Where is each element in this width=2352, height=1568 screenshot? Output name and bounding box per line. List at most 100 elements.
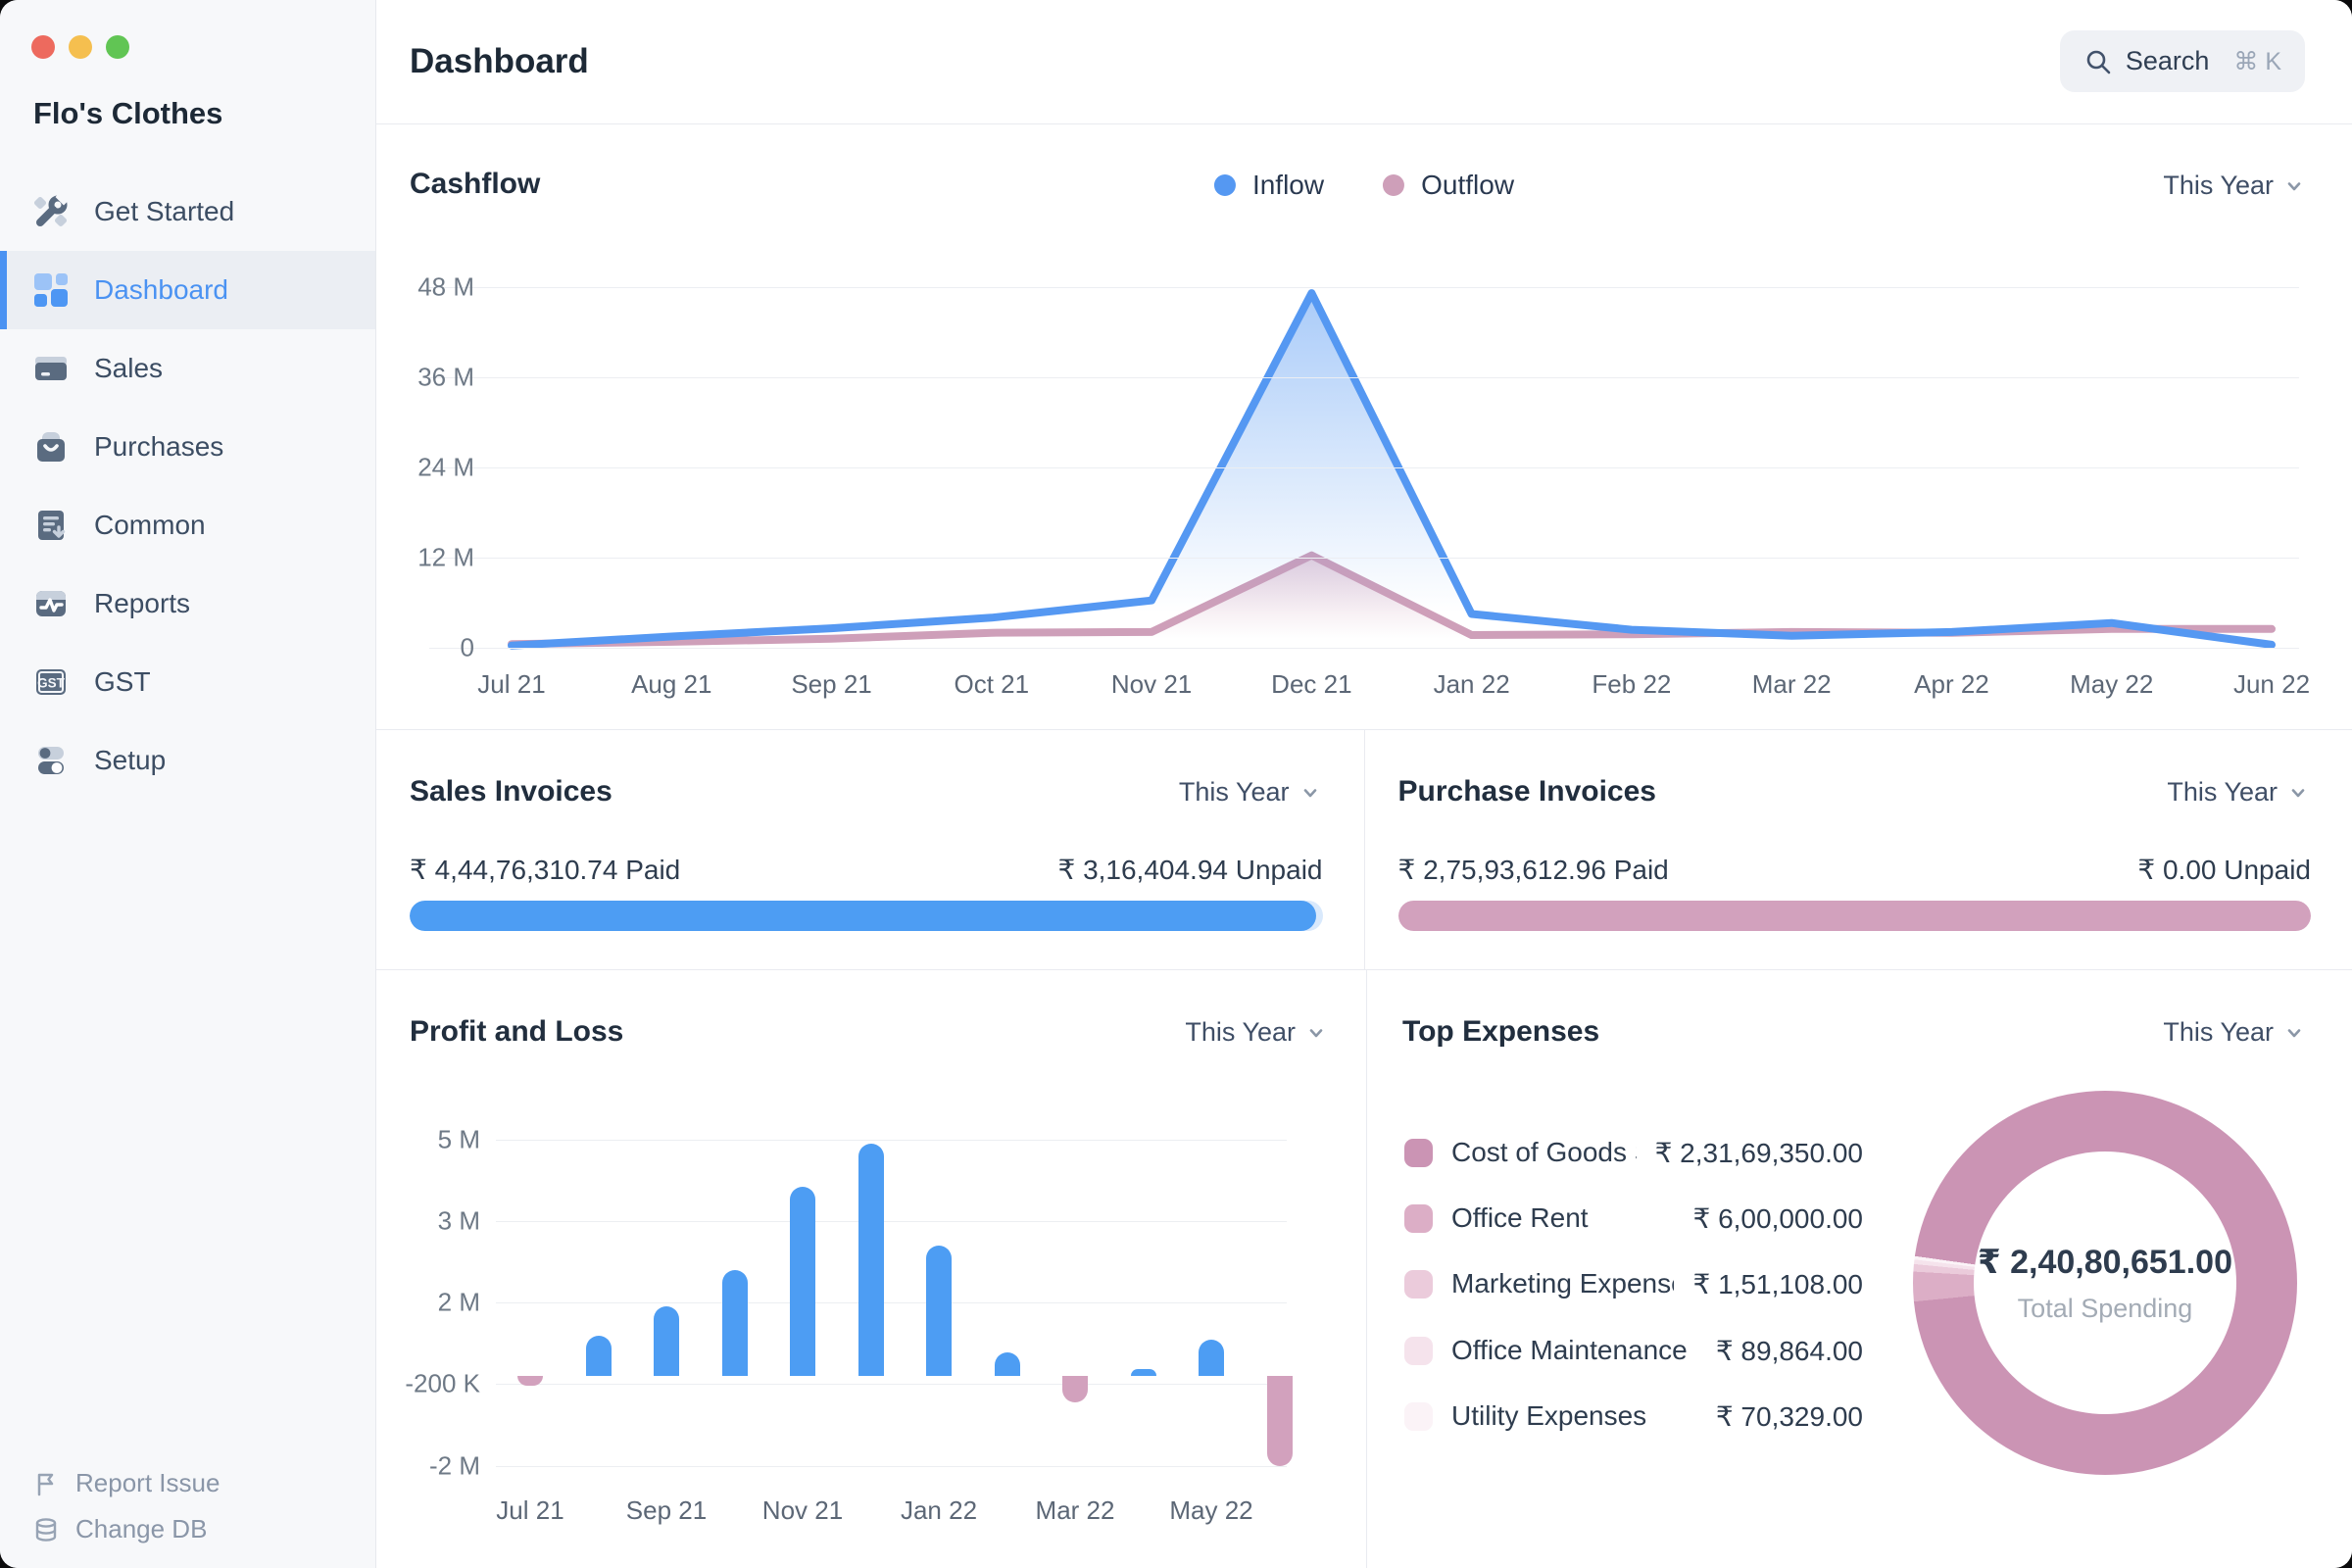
purchase-paid-amount: ₹ 2,75,93,612.96 Paid <box>1397 855 1669 885</box>
pnl-bar-feb-22[interactable] <box>994 1351 1020 1377</box>
sidebar-item-common[interactable]: Common <box>0 486 375 564</box>
period-value: This Year <box>1185 1017 1296 1047</box>
expenses-period-dropdown[interactable]: This Year <box>2163 1017 2305 1048</box>
purchase-period-dropdown[interactable]: This Year <box>2167 777 2309 808</box>
close-window-button[interactable] <box>31 35 55 59</box>
cashflow-y-tick-label: 48 M <box>417 271 474 302</box>
pnl-bar-nov-21[interactable] <box>790 1186 815 1377</box>
pnl-bar-mar-22[interactable] <box>1062 1376 1088 1402</box>
search-icon <box>2083 47 2113 76</box>
pnl-gridline <box>496 1140 1287 1141</box>
sidebar-item-get-started[interactable]: Get Started <box>0 172 375 251</box>
expense-swatch <box>1404 1203 1433 1233</box>
sales-unpaid-amount: ₹ 3,16,404.94 Unpaid <box>1057 855 1323 885</box>
pnl-bar-jul-21[interactable] <box>517 1376 543 1387</box>
pnl-x-tick-label: Jul 21 <box>496 1495 564 1525</box>
cashflow-gridline <box>429 377 2299 378</box>
change-db-button[interactable]: Change DB <box>32 1514 220 1544</box>
pnl-bar-sep-21[interactable] <box>654 1305 679 1377</box>
sales-invoices-card: Sales Invoices This Year ₹ 4,44,76,310.7… <box>376 730 1364 969</box>
sidebar-item-sales[interactable]: Sales <box>0 329 375 408</box>
expense-label: Office Maintenance <box>1451 1335 1688 1365</box>
purchase-invoices-card: Purchase Invoices This Year ₹ 2,75,93,61… <box>1363 730 2352 969</box>
sales-paid-amount: ₹ 4,44,76,310.74 Paid <box>410 855 681 885</box>
sidebar-nav: Get Started Dashboard <box>0 172 375 800</box>
pnl-x-tick-label: May 22 <box>1169 1495 1253 1525</box>
cashflow-gridline <box>429 558 2299 559</box>
expense-label: Cost of Goods Sold <box>1451 1137 1637 1167</box>
pnl-period-dropdown[interactable]: This Year <box>1185 1017 1327 1048</box>
zoom-window-button[interactable] <box>106 35 129 59</box>
pnl-y-tick-label: 5 M <box>437 1124 480 1154</box>
expense-value: ₹ 1,51,108.00 <box>1692 1268 1863 1299</box>
invoices-row: Sales Invoices This Year ₹ 4,44,76,310.7… <box>376 730 2352 970</box>
cashflow-gridline <box>429 648 2299 649</box>
outflow-legend-dot <box>1383 174 1405 196</box>
sidebar-item-label: GST <box>94 666 151 697</box>
pnl-bar-jan-22[interactable] <box>926 1245 952 1377</box>
sidebar-item-reports[interactable]: Reports <box>0 564 375 643</box>
gst-badge-icon: GST <box>32 663 70 701</box>
profit-and-loss-chart: 5 M 3 M 2 M -200 K -2 M Jul 21 Sep 21 Nov 21 Jan… <box>376 970 1366 1568</box>
expense-label: Marketing Expenses <box>1451 1268 1674 1298</box>
expense-value: ₹ 89,864.00 <box>1715 1335 1863 1366</box>
pnl-bar-apr-22[interactable] <box>1130 1368 1156 1377</box>
legend-item-inflow: Inflow <box>1213 170 1324 201</box>
cashflow-x-tick-label: Sep 21 <box>791 669 872 699</box>
pnl-gridline <box>496 1466 1287 1467</box>
period-value: This Year <box>1178 777 1290 807</box>
pnl-y-tick-label: -2 M <box>429 1450 480 1481</box>
cashflow-x-tick-label: Nov 21 <box>1110 669 1193 699</box>
pnl-bar-may-22[interactable] <box>1199 1339 1224 1377</box>
cashflow-inflow-line[interactable] <box>508 289 2276 650</box>
pnl-bar-oct-21[interactable] <box>721 1269 748 1377</box>
expense-row: Office Maintenance ₹ 89,864.00 <box>1404 1330 1863 1371</box>
main-content: Dashboard Search ⌘ K Cashflow Inflow <box>376 0 2352 1568</box>
expense-label: Office Rent <box>1451 1202 1589 1233</box>
expense-value: ₹ 2,31,69,350.00 <box>1654 1137 1863 1168</box>
pnl-x-tick-label: Jan 22 <box>900 1495 978 1525</box>
footer-item-label: Change DB <box>75 1514 208 1544</box>
cashflow-inflow-area <box>512 293 2272 648</box>
cashflow-card: Cashflow Inflow Outflow This Year 48 M 36… <box>376 124 2352 730</box>
wrench-icon <box>32 193 70 230</box>
search-button[interactable]: Search ⌘ K <box>2059 30 2305 92</box>
flag-icon <box>32 1470 60 1497</box>
report-issue-button[interactable]: Report Issue <box>32 1468 220 1498</box>
sidebar-item-purchases[interactable]: Purchases <box>0 408 375 486</box>
expenses-donut-chart[interactable]: ₹ 2,40,80,651.00 Total Spending <box>1913 1091 2297 1475</box>
legend-item-outflow: Outflow <box>1383 170 1514 201</box>
period-value: This Year <box>2167 777 2278 807</box>
expense-row: Cost of Goods Sold ₹ 2,31,69,350.00 <box>1404 1132 1863 1173</box>
sidebar-item-dashboard[interactable]: Dashboard <box>0 251 375 329</box>
pnl-y-tick-label: 3 M <box>437 1205 480 1236</box>
expense-swatch <box>1404 1138 1433 1167</box>
pnl-bar-dec-21[interactable] <box>858 1144 884 1377</box>
chevron-down-icon <box>2283 175 2305 197</box>
pnl-bar-jun-22[interactable] <box>1266 1376 1293 1466</box>
pnl-x-tick-label: Sep 21 <box>625 1495 708 1525</box>
sidebar-item-label: Setup <box>94 745 167 775</box>
footer-item-label: Report Issue <box>75 1468 220 1497</box>
minimize-window-button[interactable] <box>69 35 92 59</box>
cashflow-title: Cashflow <box>410 168 541 200</box>
sidebar-item-gst[interactable]: GST GST <box>0 643 375 721</box>
period-value: This Year <box>2163 171 2274 200</box>
sidebar-item-setup[interactable]: Setup <box>0 721 375 800</box>
cashflow-x-tick-label: Aug 21 <box>631 669 712 699</box>
cashflow-legend: Inflow Outflow <box>1213 170 1514 201</box>
expense-row: Utility Expenses ₹ 70,329.00 <box>1404 1396 1863 1437</box>
sales-period-dropdown[interactable]: This Year <box>1179 777 1321 808</box>
top-expenses-card: Top Expenses This Year Cost of Goods Sol… <box>1366 970 2352 1568</box>
pnl-gridline <box>496 1221 1287 1222</box>
sidebar-item-label: Get Started <box>94 196 235 226</box>
sidebar-item-label: Reports <box>94 588 191 618</box>
sidebar-item-label: Common <box>94 510 206 540</box>
toggles-icon <box>32 742 70 779</box>
sidebar-footer: Report Issue Change DB <box>32 1468 220 1544</box>
pnl-bar-aug-21[interactable] <box>585 1335 612 1377</box>
page-title: Dashboard <box>410 42 589 80</box>
cashflow-y-tick-label: 24 M <box>417 452 474 482</box>
cashflow-period-dropdown[interactable]: This Year <box>2163 171 2305 201</box>
search-shortcut: ⌘ K <box>2233 47 2281 75</box>
